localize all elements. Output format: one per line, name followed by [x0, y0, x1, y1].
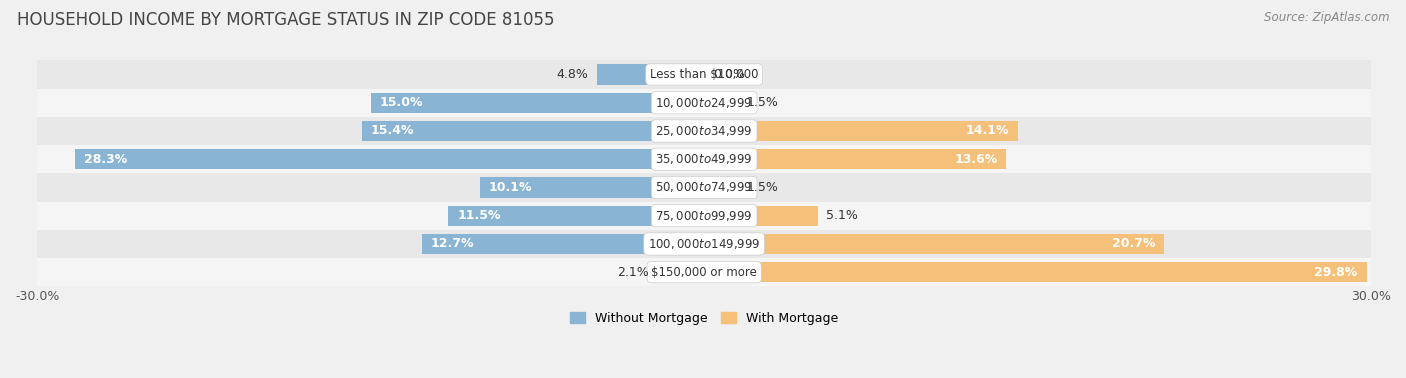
Bar	[479, 177, 704, 198]
Text: $75,000 to $99,999: $75,000 to $99,999	[655, 209, 752, 223]
Bar	[37, 201, 1371, 230]
Text: 1.5%: 1.5%	[747, 96, 779, 109]
Bar	[598, 64, 704, 85]
Bar	[371, 93, 704, 113]
Text: 1.5%: 1.5%	[747, 181, 779, 194]
Bar	[37, 60, 1371, 88]
Text: 15.0%: 15.0%	[380, 96, 423, 109]
Text: 14.1%: 14.1%	[965, 124, 1008, 138]
Bar	[704, 206, 817, 226]
Text: Source: ZipAtlas.com: Source: ZipAtlas.com	[1264, 11, 1389, 24]
Text: 2.1%: 2.1%	[617, 266, 648, 279]
Bar	[658, 262, 704, 282]
Text: 15.4%: 15.4%	[371, 124, 415, 138]
Text: 28.3%: 28.3%	[84, 153, 127, 166]
Bar	[422, 234, 704, 254]
Text: $150,000 or more: $150,000 or more	[651, 266, 756, 279]
Text: 12.7%: 12.7%	[430, 237, 474, 251]
Legend: Without Mortgage, With Mortgage: Without Mortgage, With Mortgage	[565, 307, 842, 330]
Bar	[704, 149, 1007, 169]
Bar	[704, 262, 1367, 282]
Text: $25,000 to $34,999: $25,000 to $34,999	[655, 124, 752, 138]
Text: $35,000 to $49,999: $35,000 to $49,999	[655, 152, 752, 166]
Text: 0.0%: 0.0%	[713, 68, 745, 81]
Bar	[75, 149, 704, 169]
Text: 13.6%: 13.6%	[955, 153, 998, 166]
Bar	[37, 230, 1371, 258]
Bar	[704, 121, 1018, 141]
Bar	[37, 258, 1371, 286]
Text: Less than $10,000: Less than $10,000	[650, 68, 758, 81]
Text: 10.1%: 10.1%	[488, 181, 531, 194]
Text: $10,000 to $24,999: $10,000 to $24,999	[655, 96, 752, 110]
Text: 5.1%: 5.1%	[827, 209, 858, 222]
Bar	[361, 121, 704, 141]
Bar	[704, 234, 1164, 254]
Bar	[704, 177, 738, 198]
Text: 20.7%: 20.7%	[1112, 237, 1156, 251]
Bar	[37, 145, 1371, 174]
Text: $100,000 to $149,999: $100,000 to $149,999	[648, 237, 761, 251]
Text: $50,000 to $74,999: $50,000 to $74,999	[655, 180, 752, 194]
Text: HOUSEHOLD INCOME BY MORTGAGE STATUS IN ZIP CODE 81055: HOUSEHOLD INCOME BY MORTGAGE STATUS IN Z…	[17, 11, 554, 29]
Bar	[37, 117, 1371, 145]
Bar	[37, 88, 1371, 117]
Text: 4.8%: 4.8%	[557, 68, 589, 81]
Text: 11.5%: 11.5%	[457, 209, 501, 222]
Bar	[37, 174, 1371, 201]
Bar	[449, 206, 704, 226]
Bar	[704, 93, 738, 113]
Text: 29.8%: 29.8%	[1315, 266, 1358, 279]
